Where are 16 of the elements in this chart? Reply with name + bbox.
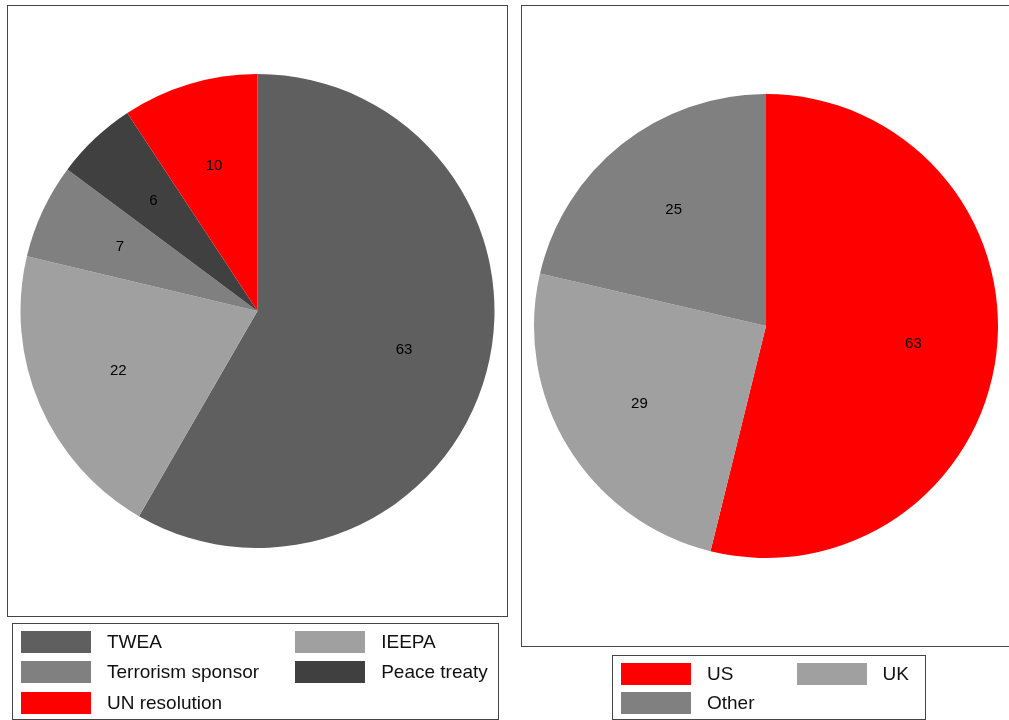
data-label: 25 [665,199,682,217]
data-label: 29 [631,393,648,411]
legend-label: UN resolution [107,691,223,714]
data-label: 63 [395,340,413,358]
legend-label: Terrorism sponsor [107,661,260,684]
legend-label: Peace treaty [381,661,488,684]
data-label: 63 [905,334,922,352]
legend-label: UK [882,662,909,685]
legend-label: IEEPA [381,631,436,654]
data-label: 7 [115,237,125,255]
data-label: 10 [205,155,223,173]
legend-label: TWEA [107,631,162,654]
legend-label: US [707,662,734,685]
data-label: 6 [149,190,158,208]
data-label: 22 [109,361,127,379]
legend-label: Other [707,692,755,715]
